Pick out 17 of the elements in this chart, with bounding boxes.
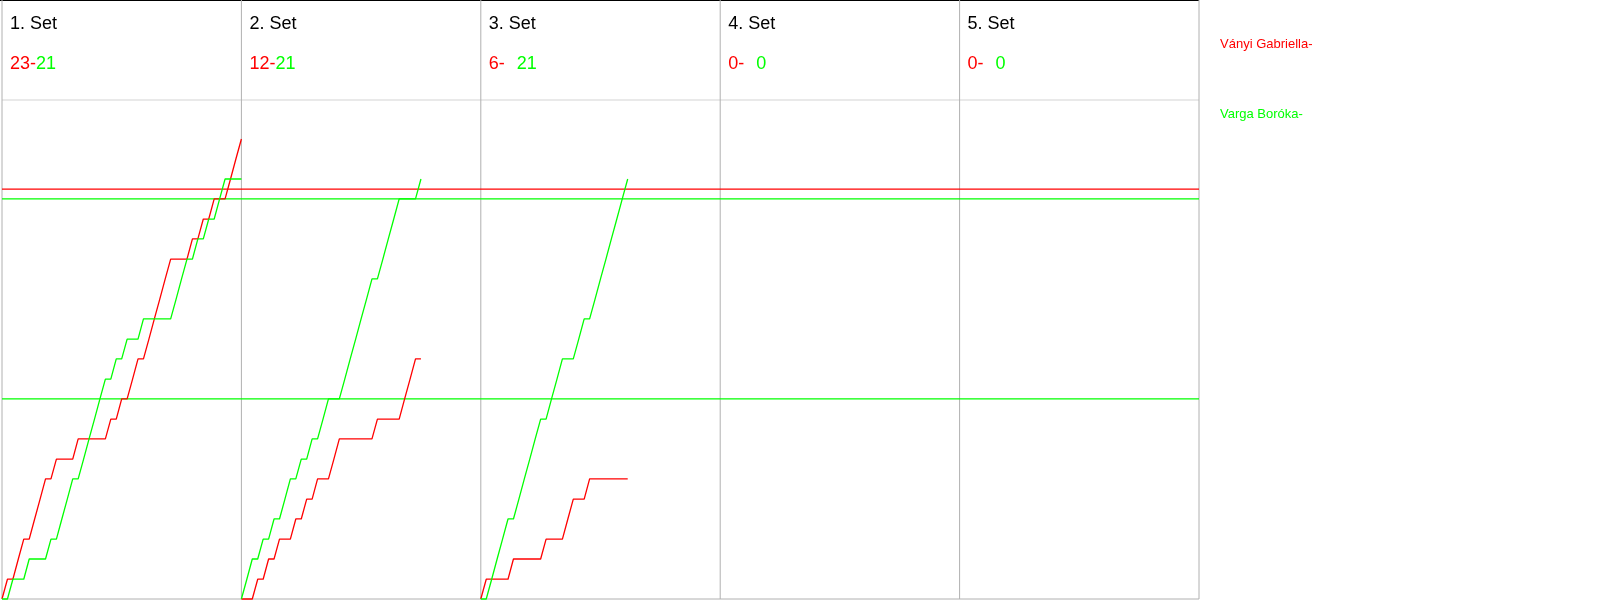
text: 2. Set: [249, 13, 297, 33]
text: 21: [275, 53, 296, 73]
text: 4. Set: [728, 13, 776, 33]
text: 12-: [249, 53, 276, 73]
text: 6-: [488, 53, 505, 73]
text: 3. Set: [488, 13, 536, 33]
text: 0: [756, 53, 767, 73]
text: 1. Set: [10, 13, 58, 33]
text: 0-: [967, 53, 984, 73]
text: 21: [516, 53, 537, 73]
text: 5. Set: [967, 13, 1015, 33]
text: 0: [995, 53, 1006, 73]
text: Varga Boróka-: [1220, 106, 1303, 121]
text: 0-: [728, 53, 745, 73]
text: 21: [36, 53, 57, 73]
text: Ványi Gabriella-: [1220, 36, 1313, 51]
text: 23-: [10, 53, 37, 73]
